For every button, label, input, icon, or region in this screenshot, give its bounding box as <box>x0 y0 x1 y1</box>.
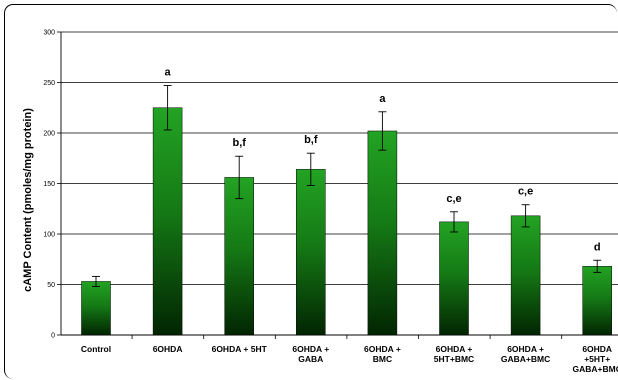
significance-label: b,f <box>232 137 246 149</box>
significance-label: a <box>379 93 386 105</box>
chart-frame <box>4 4 617 379</box>
y-tick-label: 50 <box>47 282 55 289</box>
bar <box>439 221 469 336</box>
x-category-label: 6OHDA + GABA <box>292 344 329 364</box>
bar <box>510 215 541 336</box>
bar <box>152 107 183 336</box>
y-tick-label: 150 <box>43 181 55 188</box>
significance-label: c,e <box>518 186 533 198</box>
significance-label: a <box>165 67 172 79</box>
x-category-label: 6OHDA +5HT+ GABA+BMC <box>573 344 618 374</box>
y-tick-label: 200 <box>43 131 55 138</box>
significance-label: b,f <box>304 134 318 146</box>
bar <box>582 266 612 336</box>
bars: a b,f b,f a c,e c,e d <box>81 67 612 336</box>
significance-label: d <box>594 241 601 253</box>
y-axis-label: cAMP Content (pmoles/mg protein) <box>22 108 34 292</box>
y-tick-labels: 0 50 100 150 200 250 300 <box>43 30 55 340</box>
y-tick-label: 300 <box>43 30 55 37</box>
x-category-label: 6OHDA <box>153 344 183 354</box>
bar <box>81 281 111 336</box>
x-category-label: 6OHDA + BMC <box>364 344 401 364</box>
x-category-labels: Control 6OHDA 6OHDA + 5HT 6OHDA + GABA 6OHDA … <box>81 344 618 374</box>
bar <box>296 169 326 336</box>
x-category-label: Control <box>81 344 111 354</box>
bar <box>224 177 254 336</box>
y-tick-label: 100 <box>43 232 55 239</box>
bar <box>367 130 398 336</box>
x-category-label: 6OHDA + GABA+BMC <box>501 344 550 364</box>
y-tick-label: 0 <box>51 333 55 340</box>
x-category-label: 6OHDA +5HT+BMC <box>434 344 474 364</box>
x-category-label: 6OHDA + 5HT <box>212 344 268 354</box>
significance-label: c,e <box>446 193 461 205</box>
y-tick-label: 250 <box>43 80 55 87</box>
